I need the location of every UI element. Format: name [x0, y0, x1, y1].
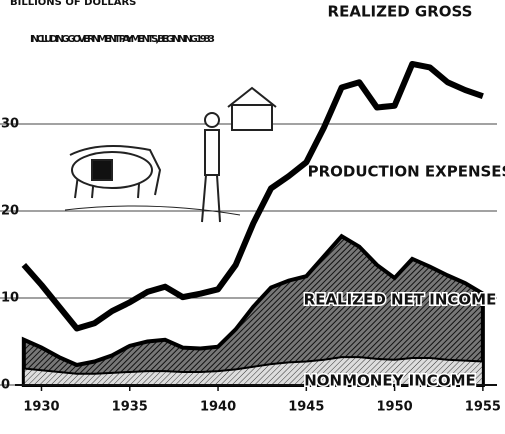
y-tick-label: 20 — [1, 204, 19, 219]
x-tick-label: 1940 — [200, 400, 236, 415]
y-tick-label: 10 — [1, 291, 19, 306]
illustration — [65, 88, 276, 222]
annotation: PRODUCTION EXPENSES — [308, 163, 505, 181]
x-tick-label: 1945 — [288, 400, 324, 415]
legend-label: REALIZED GROSS — [328, 3, 473, 21]
legend-label: REALIZED NET INCOME — [304, 291, 497, 309]
chart: BILLIONS OF DOLLARS INCLUDING GOVERNMENT… — [0, 0, 505, 434]
annotation: INCLUDING GOVERNMENT PAYMENTS, BEGINNING… — [30, 34, 215, 45]
x-tick-label: 1935 — [112, 400, 148, 415]
y-tick-label: 30 — [1, 117, 19, 132]
chart-title: BILLIONS OF DOLLARS — [10, 0, 136, 8]
legend-label: NONMONEY INCOME — [304, 372, 476, 390]
x-tick-label: 1950 — [377, 400, 413, 415]
y-tick-label: 0 — [1, 378, 10, 393]
x-tick-label: 1930 — [23, 400, 59, 415]
x-tick-label: 1955 — [465, 400, 501, 415]
